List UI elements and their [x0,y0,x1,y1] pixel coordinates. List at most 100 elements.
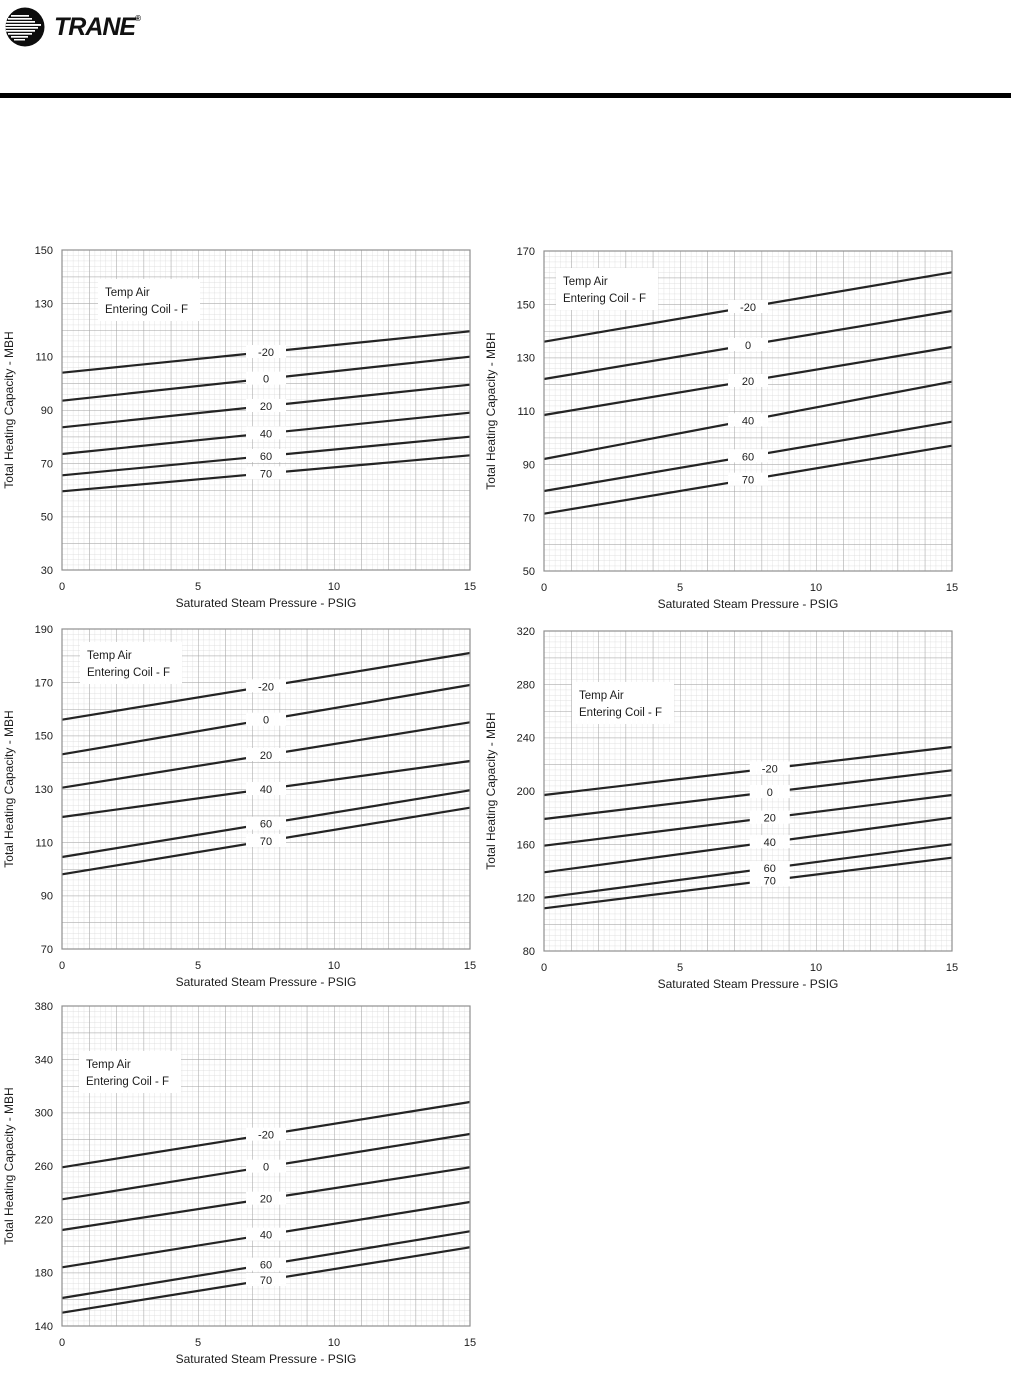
y-tick-label: 130 [35,298,53,310]
series-label-70: 70 [260,1275,272,1287]
y-tick-label: 120 [517,893,535,905]
y-tick-label: 180 [35,1268,53,1280]
y-tick-label: 300 [35,1108,53,1120]
series-label-20: 20 [260,1194,272,1206]
series-label-70: 70 [764,875,776,887]
x-tick-label: 10 [328,960,340,972]
series-label-40: 40 [260,1230,272,1242]
y-tick-label: 260 [35,1161,53,1173]
plot-border [61,249,471,571]
y-tick-label: 110 [35,352,53,364]
series-lines [543,745,953,910]
x-tick-label: 0 [541,582,547,594]
y-tick-label: 140 [35,1321,53,1333]
series-label-20: 20 [260,401,272,413]
x-tick-label: 15 [464,581,476,593]
legend-line-1: Temp Air [87,650,132,662]
series-label-0: 0 [263,715,269,727]
y-tick-label: 130 [517,353,535,365]
y-axis-title: Total Heating Capacity - MBH [484,332,498,489]
y-tick-label: 90 [41,405,53,417]
y-tick-label: 30 [41,565,53,577]
series-label-40: 40 [764,837,776,849]
series-line--20 [543,745,953,797]
plot-border [61,1005,471,1327]
y-axis-title: Total Heating Capacity - MBH [2,710,16,867]
x-tick-label: 0 [541,962,547,974]
series-label-20: 20 [742,376,754,388]
x-tick-label: 0 [59,960,65,972]
plot-border [61,628,471,950]
legend-line-1: Temp Air [563,276,608,288]
legend-line-1: Temp Air [86,1059,131,1071]
legend: Temp Air Entering Coil - F [556,268,658,310]
series-label-40: 40 [742,415,754,427]
y-tick-label: 150 [517,299,535,311]
x-tick-label: 15 [946,582,958,594]
y-tick-label: 150 [35,731,53,743]
y-tick-label: 70 [41,944,53,956]
x-tick-label: 10 [810,962,822,974]
legend-line-2: Entering Coil - F [105,304,188,316]
brand-wordmark: TRANE® [54,14,141,40]
tick-labels: 70 90 110 130 150 170 190 0 5 10 15 [35,624,476,972]
tick-labels: 140 180 220 260 300 340 380 0 5 10 15 [35,1001,476,1349]
series-label-60: 60 [260,451,272,463]
legend: Temp Air Entering Coil - F [80,642,182,684]
x-axis-title: Saturated Steam Pressure - PSIG [176,596,357,610]
series-line-70 [543,856,953,910]
x-axis-title: Saturated Steam Pressure - PSIG [658,977,839,991]
series-label-70: 70 [260,836,272,848]
y-tick-label: 90 [523,459,535,471]
legend-line-2: Entering Coil - F [579,707,662,719]
y-tick-label: 150 [35,245,53,257]
y-axis-title: Total Heating Capacity - MBH [484,712,498,869]
y-tick-label: 320 [517,626,535,638]
x-tick-label: 10 [328,581,340,593]
x-tick-label: 15 [464,1337,476,1349]
legend-line-1: Temp Air [105,287,150,299]
series-line-0 [543,769,953,821]
y-tick-label: 110 [35,837,53,849]
x-axis-title: Saturated Steam Pressure - PSIG [176,975,357,989]
x-tick-label: 10 [810,582,822,594]
y-tick-label: 80 [523,946,535,958]
y-tick-label: 170 [35,677,53,689]
legend-line-2: Entering Coil - F [86,1076,169,1088]
x-tick-label: 5 [677,582,683,594]
x-tick-label: 5 [195,960,201,972]
header-rule [0,93,1011,98]
x-tick-label: 15 [464,960,476,972]
series-label--20: -20 [258,347,274,359]
series-label-40: 40 [260,428,272,440]
y-tick-label: 340 [35,1054,53,1066]
x-tick-label: 15 [946,962,958,974]
y-tick-label: 70 [41,458,53,470]
series-label-0: 0 [263,374,269,386]
series-label-70: 70 [260,468,272,480]
trane-logo: TRANE® [4,6,141,48]
x-axis-title: Saturated Steam Pressure - PSIG [176,1352,357,1366]
steam-coil-capacity-chart-3: -20 0 20 40 60 70 Temp Air Entering Coil - F 70 9… [2,624,476,989]
y-tick-label: 170 [517,246,535,258]
series-label-0: 0 [745,340,751,352]
series-label--20: -20 [762,763,778,775]
y-tick-label: 280 [517,679,535,691]
series-label--20: -20 [740,302,756,314]
plot-area: -20 0 20 40 60 70 Temp Air Entering Coil - F 30 5… [35,245,476,593]
y-tick-label: 50 [41,512,53,524]
x-tick-label: 10 [328,1337,340,1349]
y-axis-title: Total Heating Capacity - MBH [2,1087,16,1244]
y-tick-label: 130 [35,784,53,796]
y-tick-label: 90 [41,891,53,903]
series-label-60: 60 [260,819,272,831]
series-label-60: 60 [764,863,776,875]
